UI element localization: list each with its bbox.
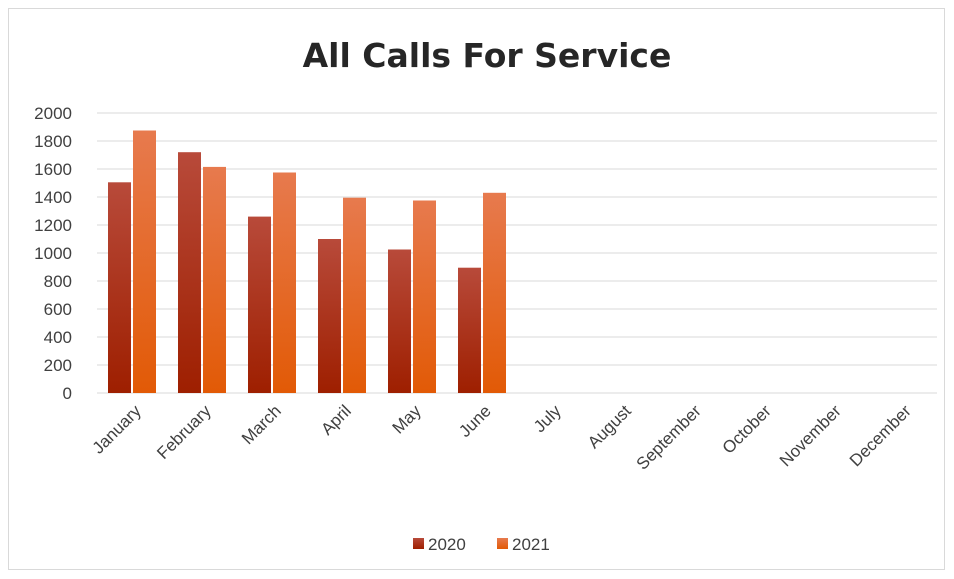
bar-2021-may [413, 200, 436, 393]
bar-2020-may [388, 249, 411, 393]
x-tick-label: November [776, 401, 845, 470]
x-tick-label: February [153, 401, 215, 463]
y-tick-label: 600 [44, 300, 72, 319]
y-tick-label: 1400 [34, 188, 72, 207]
bar-2021-february [203, 166, 226, 393]
bar-2020-february [178, 152, 201, 393]
chart-title: All Calls For Service [303, 36, 672, 75]
x-axis-tick-labels: January February March April May June July Augu… [89, 401, 915, 474]
bar-2020-march [248, 216, 271, 393]
x-tick-label: June [455, 401, 495, 441]
y-tick-label: 1200 [34, 216, 72, 235]
bar-2020-april [318, 239, 341, 393]
x-tick-label: September [633, 401, 705, 473]
y-tick-label: 800 [44, 272, 72, 291]
bar-2021-june [483, 192, 506, 393]
y-tick-label: 200 [44, 356, 72, 375]
bar-2020-january [108, 182, 131, 393]
y-tick-label: 1600 [34, 160, 72, 179]
bars [108, 130, 506, 393]
bar-2021-april [343, 197, 366, 393]
y-tick-label: 400 [44, 328, 72, 347]
x-tick-label: May [389, 401, 425, 437]
y-tick-label: 1000 [34, 244, 72, 263]
x-tick-label: January [89, 401, 146, 458]
y-tick-label: 2000 [34, 104, 72, 123]
bar-2021-march [273, 172, 296, 393]
legend-swatch-2020 [413, 538, 424, 549]
x-tick-label: December [846, 401, 915, 470]
x-tick-label: July [530, 401, 565, 436]
bar-2021-january [133, 130, 156, 393]
legend-swatch-2021 [497, 538, 508, 549]
legend-label-2020: 2020 [428, 535, 466, 554]
x-tick-label: August [584, 401, 635, 452]
gridlines [97, 112, 937, 394]
bar-2020-june [458, 267, 481, 393]
x-tick-label: October [719, 401, 775, 457]
legend: 2020 2021 [413, 535, 550, 554]
y-axis-tick-labels: 0 200 400 600 800 1000 1200 1400 1600 1800 2000 [34, 104, 72, 403]
x-tick-label: April [317, 401, 354, 438]
y-tick-label: 1800 [34, 132, 72, 151]
x-tick-label: March [238, 401, 285, 448]
y-tick-label: 0 [63, 384, 72, 403]
legend-label-2021: 2021 [512, 535, 550, 554]
